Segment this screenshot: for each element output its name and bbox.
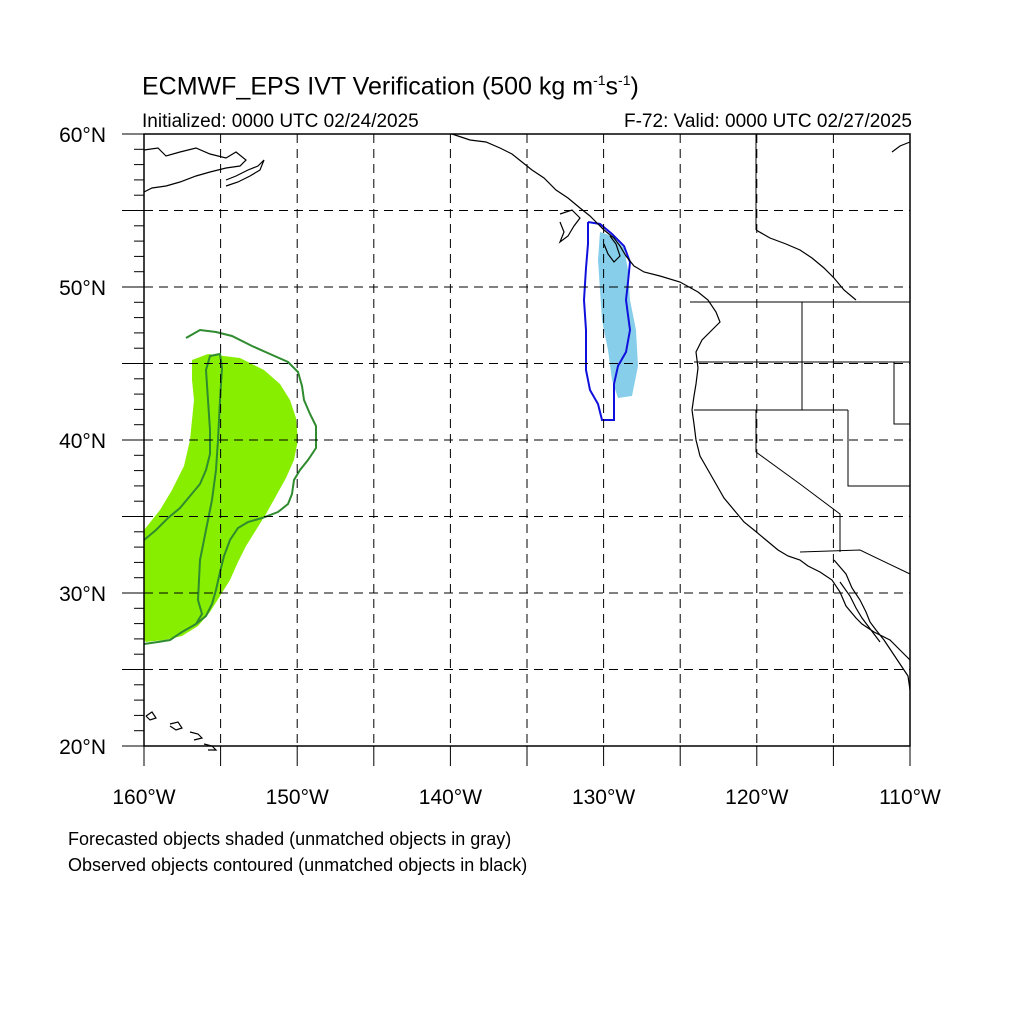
observed-contour-green-inner <box>143 352 224 625</box>
lat-label: 50°N <box>59 277 106 300</box>
observed-contour-blue <box>582 221 632 421</box>
lon-label: 130°W <box>572 786 635 809</box>
lat-label: 20°N <box>59 736 106 759</box>
axis-ticks <box>122 133 911 766</box>
observed-contour-green <box>143 328 317 645</box>
map-title: ECMWF_EPS IVT Verification (500 kg m-1s-… <box>142 72 639 101</box>
note-forecast: Forecasted objects shaded (unmatched obj… <box>68 829 512 849</box>
lon-label: 160°W <box>112 786 175 809</box>
initialized-time: Initialized: 0000 UTC 02/24/2025 <box>142 111 419 132</box>
longitude-labels: 160°W 150°W 140°W 130°W 120°W 110°W <box>112 786 941 809</box>
lon-label: 150°W <box>266 786 329 809</box>
lat-label: 40°N <box>59 430 106 453</box>
valid-time: F-72: Valid: 0000 UTC 02/27/2025 <box>624 111 912 132</box>
latitude-labels: 60°N 50°N 40°N 30°N 20°N <box>59 124 106 759</box>
coastlines <box>143 133 911 751</box>
map-notes: Forecasted objects shaded (unmatched obj… <box>68 826 527 878</box>
lon-label: 110°W <box>879 786 941 809</box>
political-borders <box>690 134 911 575</box>
note-observed: Observed objects contoured (unmatched ob… <box>68 855 528 875</box>
lon-label: 140°W <box>419 786 482 809</box>
lat-label: 30°N <box>59 583 106 606</box>
gridlines <box>144 134 910 746</box>
lat-label: 60°N <box>59 124 106 147</box>
lon-label: 120°W <box>725 786 788 809</box>
